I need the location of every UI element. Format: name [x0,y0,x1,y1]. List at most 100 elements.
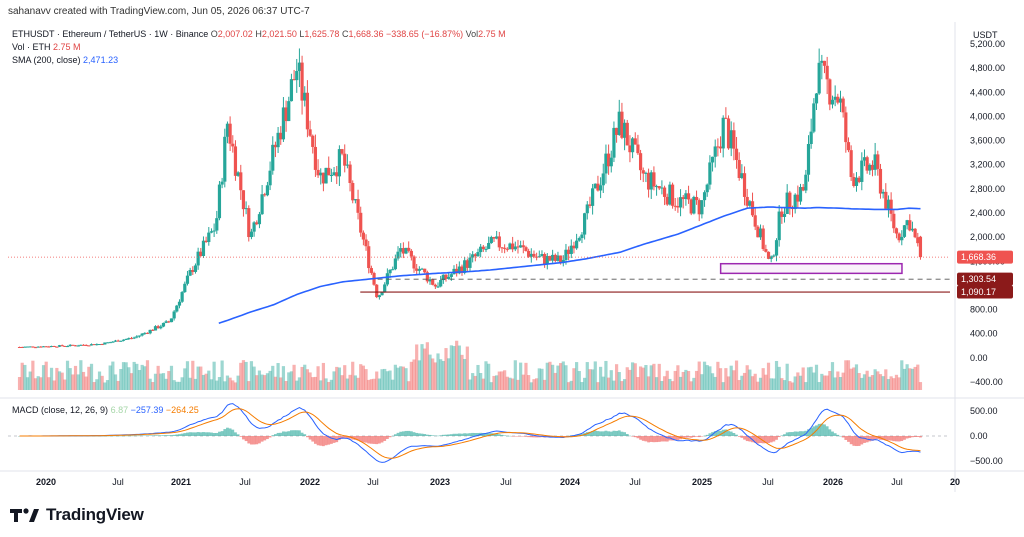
volume-bar [564,365,568,390]
macd-hist-bar [114,435,117,437]
volume-bar [84,376,88,390]
candle [156,324,160,329]
macd-hist-bar [463,433,467,436]
candle [36,346,40,348]
currency-label[interactable]: USDT [973,30,998,40]
volume-bar [649,365,653,390]
candle [646,168,651,198]
volume-bar [327,381,331,390]
volume-bar [604,360,608,390]
candle [308,120,312,137]
macd-hist-bar [439,435,443,436]
candle [356,189,360,220]
macd-hist-bar [425,434,429,436]
candle [487,236,491,250]
macd-hist-bar [412,432,416,436]
volume-bar [468,379,472,390]
macd-hist-bar [903,436,906,440]
candle [169,318,174,323]
tradingview-logo[interactable]: TradingView [10,505,144,525]
candle [225,121,230,144]
volume-bar [511,378,515,390]
macd-hist-bar [228,428,232,436]
volume-bar [820,373,824,390]
candle [604,144,608,184]
volume-bar [295,380,299,390]
macd-hist-bar [236,434,240,436]
macd-hist-bar [415,432,419,436]
volume-bar [332,371,336,390]
macd-hist-bar [756,436,760,444]
candle [761,225,765,251]
candle [276,126,280,154]
macd-hist-bar [345,436,349,439]
volume-bar [217,377,222,390]
macd-hist-bar [884,436,888,441]
macd-hist-bar [873,436,877,440]
macd-hist-bar [343,436,347,439]
volume-bar [700,374,704,390]
macd-hist-bar [196,432,200,436]
macd-hist-bar [148,435,152,436]
volume-bar [492,375,496,390]
candle [628,135,632,163]
candle [359,206,363,237]
volume-bar [654,377,659,390]
volume-bar [292,364,296,390]
candle [113,339,118,342]
candle [137,335,142,338]
volume-bar [644,365,648,390]
volume-bar [551,364,555,390]
candle [401,242,405,259]
candle [780,207,784,224]
volume-bar [417,360,421,390]
macd-hist-bar [364,436,368,443]
candle [209,228,214,234]
macd-hist-bar [852,436,856,446]
volume-bar [892,378,896,390]
volume-bar [201,374,206,390]
volume-bar [428,354,432,390]
macd-hist-bar [380,436,384,443]
macd-hist-bar [841,436,845,438]
candle [769,255,773,263]
candle [20,346,24,349]
volume-bar [55,367,59,390]
macd-hist-bar [250,436,253,445]
volume-bar [913,366,917,390]
volume-label[interactable]: Vol · ETH [12,42,51,52]
sma-label[interactable]: SMA (200, close) [12,55,81,65]
volume-bar [828,371,832,390]
macd-hist-bar [817,423,821,436]
symbol-title[interactable]: ETHUSDT · Ethereum / TetherUS · 1W · Bin… [12,29,209,39]
candle [569,239,573,259]
macd-hist-bar [292,430,296,436]
macd-hist-bar [138,435,141,437]
macd-hist-bar [871,436,874,441]
candle [583,212,587,240]
candle [638,149,643,181]
candle [97,343,102,346]
macd-hist-bar [116,435,120,437]
macd-hist-bar [681,436,685,439]
volume-bar [423,348,427,390]
macd-label[interactable]: MACD (close, 12, 26, 9) [12,405,109,415]
macd-hist-bar [657,436,661,442]
volume-bar [103,382,107,390]
candle [71,344,75,346]
candle [620,102,624,140]
candle [756,225,760,238]
candle [481,244,485,252]
demand-zone-box[interactable] [719,262,903,275]
macd-hist-bar [812,426,816,436]
volume-bar [60,372,64,390]
candle [841,96,845,118]
volume-bar [516,379,520,390]
candle [694,190,699,205]
volume-bar [497,371,501,390]
macd-hist-bar [620,431,624,436]
candle [505,247,509,252]
volume-bar [127,367,131,390]
volume-bar [902,368,907,390]
